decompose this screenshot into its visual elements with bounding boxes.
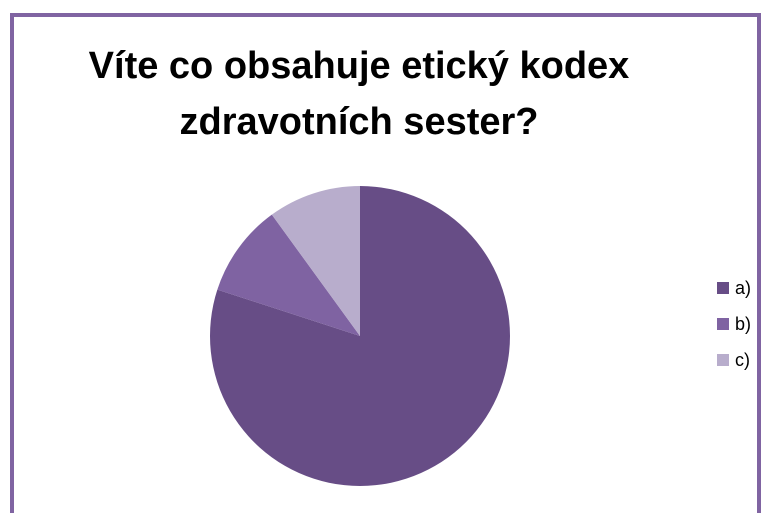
legend-label-c: c) bbox=[735, 349, 750, 370]
pie-slice-c bbox=[271, 186, 360, 336]
legend-swatch-a bbox=[717, 282, 729, 294]
legend-item-a: a) bbox=[717, 277, 775, 299]
legend-item-b: b) bbox=[717, 313, 775, 335]
legend-swatch-b bbox=[717, 318, 729, 330]
legend-item-c: c) bbox=[717, 349, 775, 371]
legend-label-a: a) bbox=[735, 277, 752, 298]
legend-swatch-c bbox=[717, 354, 729, 366]
chart-legend: a) b) c) bbox=[717, 277, 775, 385]
pie-slices bbox=[210, 186, 510, 486]
pie-slice-b bbox=[217, 214, 360, 336]
chart-title: Víte co obsahuje etický kodex zdravotníc… bbox=[88, 45, 630, 143]
legend-label-b: b) bbox=[735, 313, 752, 334]
